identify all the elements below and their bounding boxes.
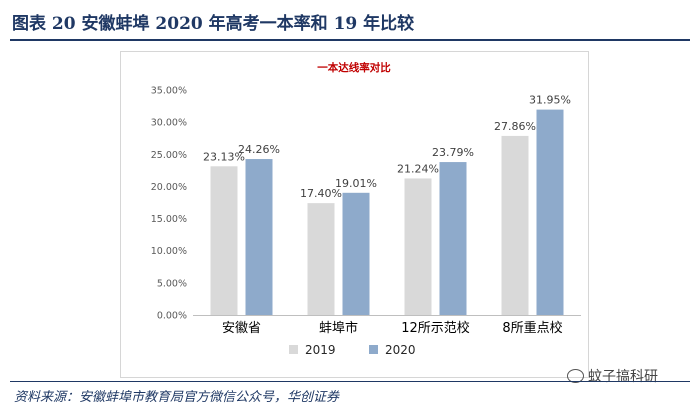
bar-2020	[245, 159, 273, 315]
data-label-2020: 31.95%	[529, 94, 571, 107]
data-label-2020: 24.26%	[238, 143, 280, 156]
category-label: 12所示范校	[401, 320, 470, 336]
legend-label-2020: 2020	[385, 343, 416, 357]
category-label: 安徽省	[222, 321, 261, 336]
legend-swatch-2020	[369, 345, 378, 354]
bar-2020	[536, 109, 564, 315]
bar-chart: 一本达线率对比 0.00% 5.00% 10.00% 15.00% 20.00% 25.00…	[151, 61, 581, 357]
bar-2019	[307, 203, 335, 315]
bar-2019	[210, 166, 238, 315]
legend-swatch-2019	[289, 345, 298, 354]
bar-2020	[342, 192, 370, 315]
y-tick-label: 25.00%	[151, 150, 187, 161]
title-rule	[10, 39, 690, 41]
bar-2019	[404, 178, 432, 315]
y-tick-label: 20.00%	[151, 182, 187, 193]
data-label-2019: 17.40%	[300, 187, 342, 200]
data-label-2020: 23.79%	[432, 146, 474, 159]
y-tick-label: 15.00%	[151, 214, 187, 225]
data-label-2019: 23.13%	[203, 150, 245, 163]
data-label-2019: 27.86%	[494, 120, 536, 133]
source-note: 资料来源：安徽蚌埠市教育局官方微信公众号，华创证券	[14, 390, 340, 405]
wechat-icon	[567, 369, 584, 383]
category-label: 蚌埠市	[319, 320, 358, 336]
bar-2019	[501, 135, 529, 315]
y-tick-label: 0.00%	[157, 311, 187, 322]
chart-title: 一本达线率对比	[317, 61, 391, 74]
watermark: 蚊子搞科研	[567, 366, 658, 386]
source-rule	[10, 381, 690, 382]
watermark-text: 蚊子搞科研	[588, 369, 658, 385]
data-label-2019: 21.24%	[397, 162, 439, 175]
y-tick-label: 10.00%	[151, 246, 187, 257]
legend-label-2019: 2019	[305, 343, 336, 357]
data-label-2020: 19.01%	[335, 177, 377, 190]
chart-panel: 一本达线率对比 0.00% 5.00% 10.00% 15.00% 20.00% 25.00…	[120, 51, 589, 378]
bar-2020	[439, 162, 467, 315]
y-tick-label: 35.00%	[151, 86, 187, 97]
y-tick-label: 30.00%	[151, 118, 187, 129]
y-tick-label: 5.00%	[157, 278, 187, 289]
figure-title: 图表 20 安徽蚌埠 2020 年高考一本率和 19 年比较	[12, 14, 415, 34]
category-label: 8所重点校	[502, 320, 562, 336]
